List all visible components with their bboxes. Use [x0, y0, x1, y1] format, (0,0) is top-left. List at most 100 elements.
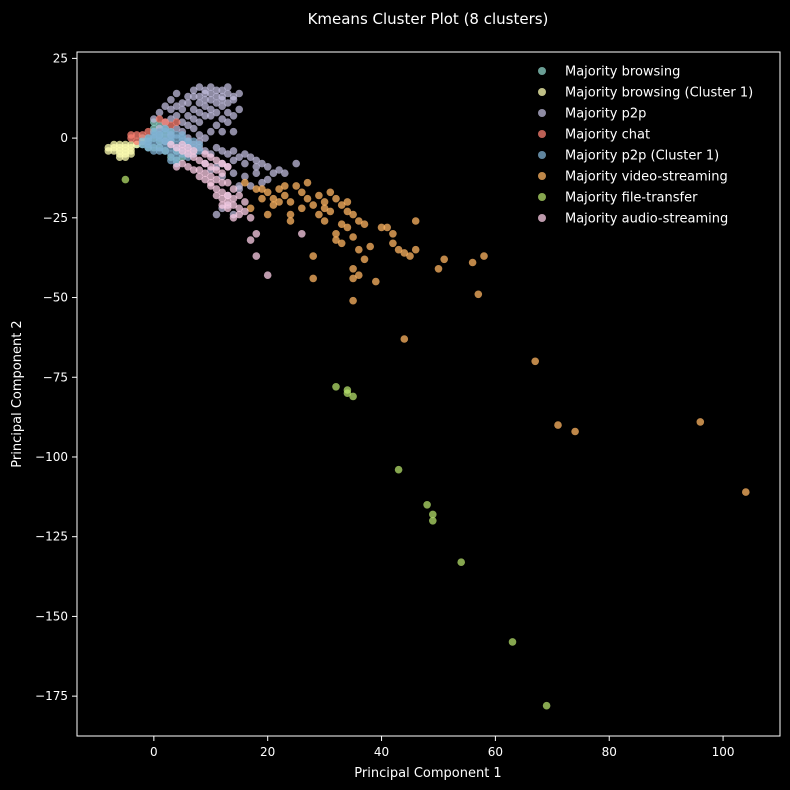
data-point: [172, 124, 181, 133]
data-point: [303, 178, 312, 187]
data-point: [195, 172, 204, 181]
data-point: [394, 245, 403, 254]
data-point: [696, 418, 705, 426]
data-point: [218, 178, 226, 187]
data-point: [235, 105, 243, 114]
data-point: [127, 140, 135, 149]
data-point: [309, 274, 318, 283]
data-point: [235, 204, 243, 213]
data-point: [241, 172, 249, 181]
legend: Majority browsing Majority browsing (Clus…: [538, 65, 753, 227]
data-point: [189, 147, 198, 155]
data-point: [235, 191, 243, 200]
x-tick-label: 20: [260, 745, 275, 759]
data-point: [121, 175, 130, 184]
data-point: [224, 163, 232, 171]
legend-item: Majority file-transfer: [538, 191, 698, 206]
data-point: [224, 150, 232, 158]
data-point: [167, 156, 175, 165]
data-point: [531, 357, 539, 366]
data-point: [355, 245, 363, 254]
data-point: [332, 383, 340, 391]
data-point: [110, 140, 118, 149]
data-point: [337, 220, 346, 228]
legend-marker: [538, 88, 546, 96]
data-point: [189, 124, 198, 133]
y-axis: 25 0 −25 −50 −75 −100 −125 −150 −175: [35, 51, 77, 703]
data-point: [474, 290, 483, 299]
data-point: [269, 169, 278, 177]
data-point: [184, 143, 192, 152]
data-point: [144, 134, 152, 142]
data-point: [246, 214, 255, 222]
data-point: [349, 233, 357, 241]
data-point: [201, 175, 209, 184]
data-point: [343, 223, 352, 232]
data-point: [252, 230, 261, 238]
data-point: [207, 96, 215, 104]
data-point: [150, 127, 158, 136]
data-point: [178, 105, 187, 114]
data-point: [440, 255, 449, 264]
data-point: [326, 188, 335, 197]
data-point: [343, 389, 352, 398]
data-point: [201, 134, 209, 142]
legend-label: Majority audio-streaming: [565, 212, 728, 227]
data-point: [343, 207, 352, 216]
data-point: [201, 150, 209, 158]
data-point: [394, 465, 403, 474]
data-point: [172, 118, 181, 126]
data-point: [269, 201, 278, 209]
data-point: [235, 182, 243, 190]
legend-marker: [538, 67, 546, 75]
data-point: [212, 175, 221, 184]
legend-item: Majority browsing: [538, 65, 680, 80]
data-point: [224, 99, 232, 107]
data-point: [212, 86, 221, 95]
series-6: [241, 178, 750, 496]
data-point: [281, 182, 289, 190]
data-point: [218, 201, 226, 209]
data-point: [218, 169, 226, 177]
data-point: [229, 127, 238, 136]
data-point: [320, 204, 329, 213]
data-point: [292, 159, 301, 168]
data-point: [275, 198, 283, 206]
data-point: [195, 131, 204, 139]
data-point: [207, 89, 215, 98]
data-point: [189, 105, 198, 114]
data-point: [195, 99, 204, 107]
data-point: [429, 517, 437, 525]
data-point: [207, 172, 215, 181]
data-point: [411, 245, 420, 254]
data-point: [554, 421, 562, 429]
data-point: [229, 112, 238, 120]
data-point: [172, 89, 181, 98]
data-point: [411, 217, 420, 225]
data-point: [184, 121, 192, 130]
data-point: [178, 140, 187, 149]
data-point: [184, 137, 192, 146]
data-point: [172, 143, 181, 152]
data-point: [286, 217, 295, 225]
y-axis-label: Principal Component 2: [10, 320, 25, 467]
data-point: [184, 99, 192, 107]
data-point: [258, 194, 266, 203]
y-tick-label: 0: [60, 131, 68, 145]
x-tick-label: 100: [712, 745, 735, 759]
data-point: [161, 124, 169, 133]
chart-title: Kmeans Cluster Plot (8 clusters): [308, 10, 549, 28]
series-8: [167, 140, 306, 280]
data-point: [224, 198, 232, 206]
data-point: [212, 121, 221, 130]
data-point: [246, 236, 255, 244]
data-point: [212, 92, 221, 101]
data-point: [366, 242, 375, 251]
data-point: [207, 153, 215, 161]
data-point: [195, 92, 204, 101]
data-point: [360, 255, 369, 264]
data-point: [229, 194, 238, 203]
data-point: [332, 230, 340, 238]
data-point: [172, 163, 181, 171]
